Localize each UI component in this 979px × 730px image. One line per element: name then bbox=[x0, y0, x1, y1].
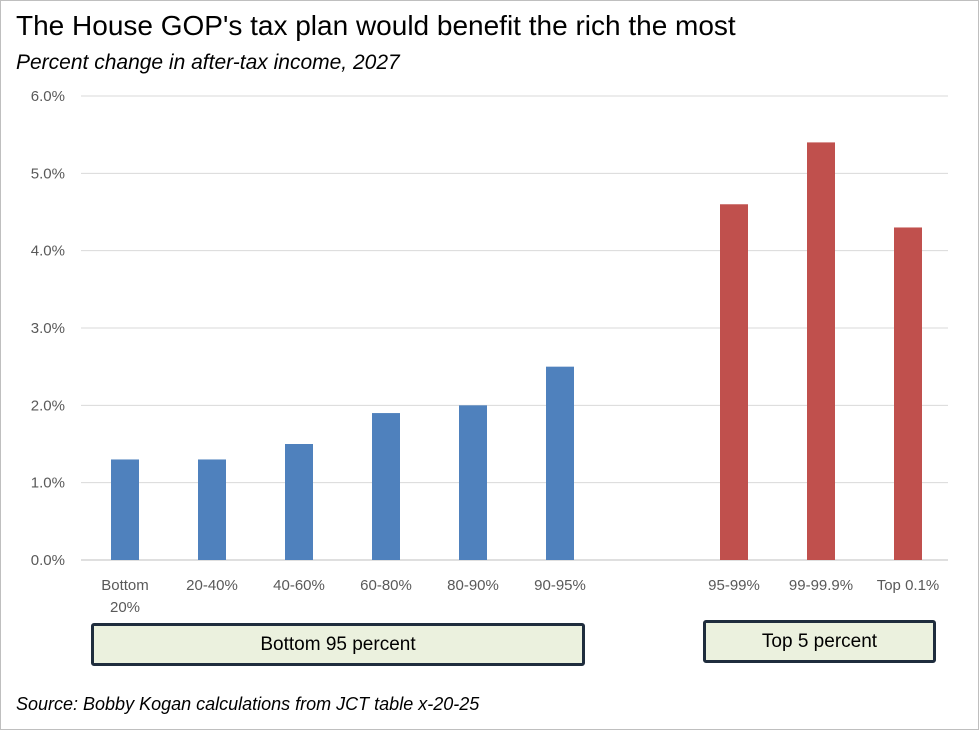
y-tick-label: 2.0% bbox=[31, 397, 65, 414]
y-tick-label: 4.0% bbox=[31, 243, 65, 260]
bar bbox=[459, 405, 487, 560]
x-tick-label: 40-60% bbox=[273, 577, 325, 594]
bar bbox=[720, 204, 748, 560]
bar bbox=[894, 227, 922, 560]
bar bbox=[807, 142, 835, 560]
bar bbox=[111, 459, 139, 560]
y-tick-label: 1.0% bbox=[31, 475, 65, 492]
x-tick-label: 20% bbox=[110, 599, 140, 616]
y-tick-label: 0.0% bbox=[31, 552, 65, 569]
y-tick-label: 3.0% bbox=[31, 320, 65, 337]
y-tick-label: 6.0% bbox=[31, 88, 65, 105]
x-tick-label: Bottom bbox=[101, 577, 149, 594]
x-tick-label: 90-95% bbox=[534, 577, 586, 594]
bar bbox=[546, 366, 574, 560]
group-label-text: Bottom 95 percent bbox=[260, 633, 416, 655]
chart-subtitle: Percent change in after-tax income, 2027 bbox=[16, 51, 400, 74]
bar bbox=[372, 413, 400, 560]
bars bbox=[111, 142, 922, 560]
x-tick-label: 95-99% bbox=[708, 577, 760, 594]
group-label-top-5: Top 5 percent bbox=[703, 620, 936, 663]
x-tick-label: 60-80% bbox=[360, 577, 412, 594]
x-tick-label: 99-99.9% bbox=[789, 577, 853, 594]
source-note: Source: Bobby Kogan calculations from JC… bbox=[16, 694, 480, 714]
group-label-text: Top 5 percent bbox=[761, 630, 878, 652]
chart-title: The House GOP's tax plan would benefit t… bbox=[16, 10, 736, 41]
x-tick-label: Top 0.1% bbox=[877, 577, 940, 594]
bar bbox=[198, 459, 226, 560]
x-tick-label: 20-40% bbox=[186, 577, 238, 594]
y-axis-ticks: 0.0% 1.0% 2.0% 3.0% 4.0% 5.0% 6.0% bbox=[31, 88, 65, 569]
x-tick-label: 80-90% bbox=[447, 577, 499, 594]
y-tick-label: 5.0% bbox=[31, 165, 65, 182]
x-axis-ticks: Bottom 20% 20-40% 40-60% 60-80% 80-90% 90-95% 9… bbox=[101, 577, 939, 616]
bar bbox=[285, 444, 313, 560]
group-label-bottom-95: Bottom 95 percent bbox=[91, 623, 585, 666]
